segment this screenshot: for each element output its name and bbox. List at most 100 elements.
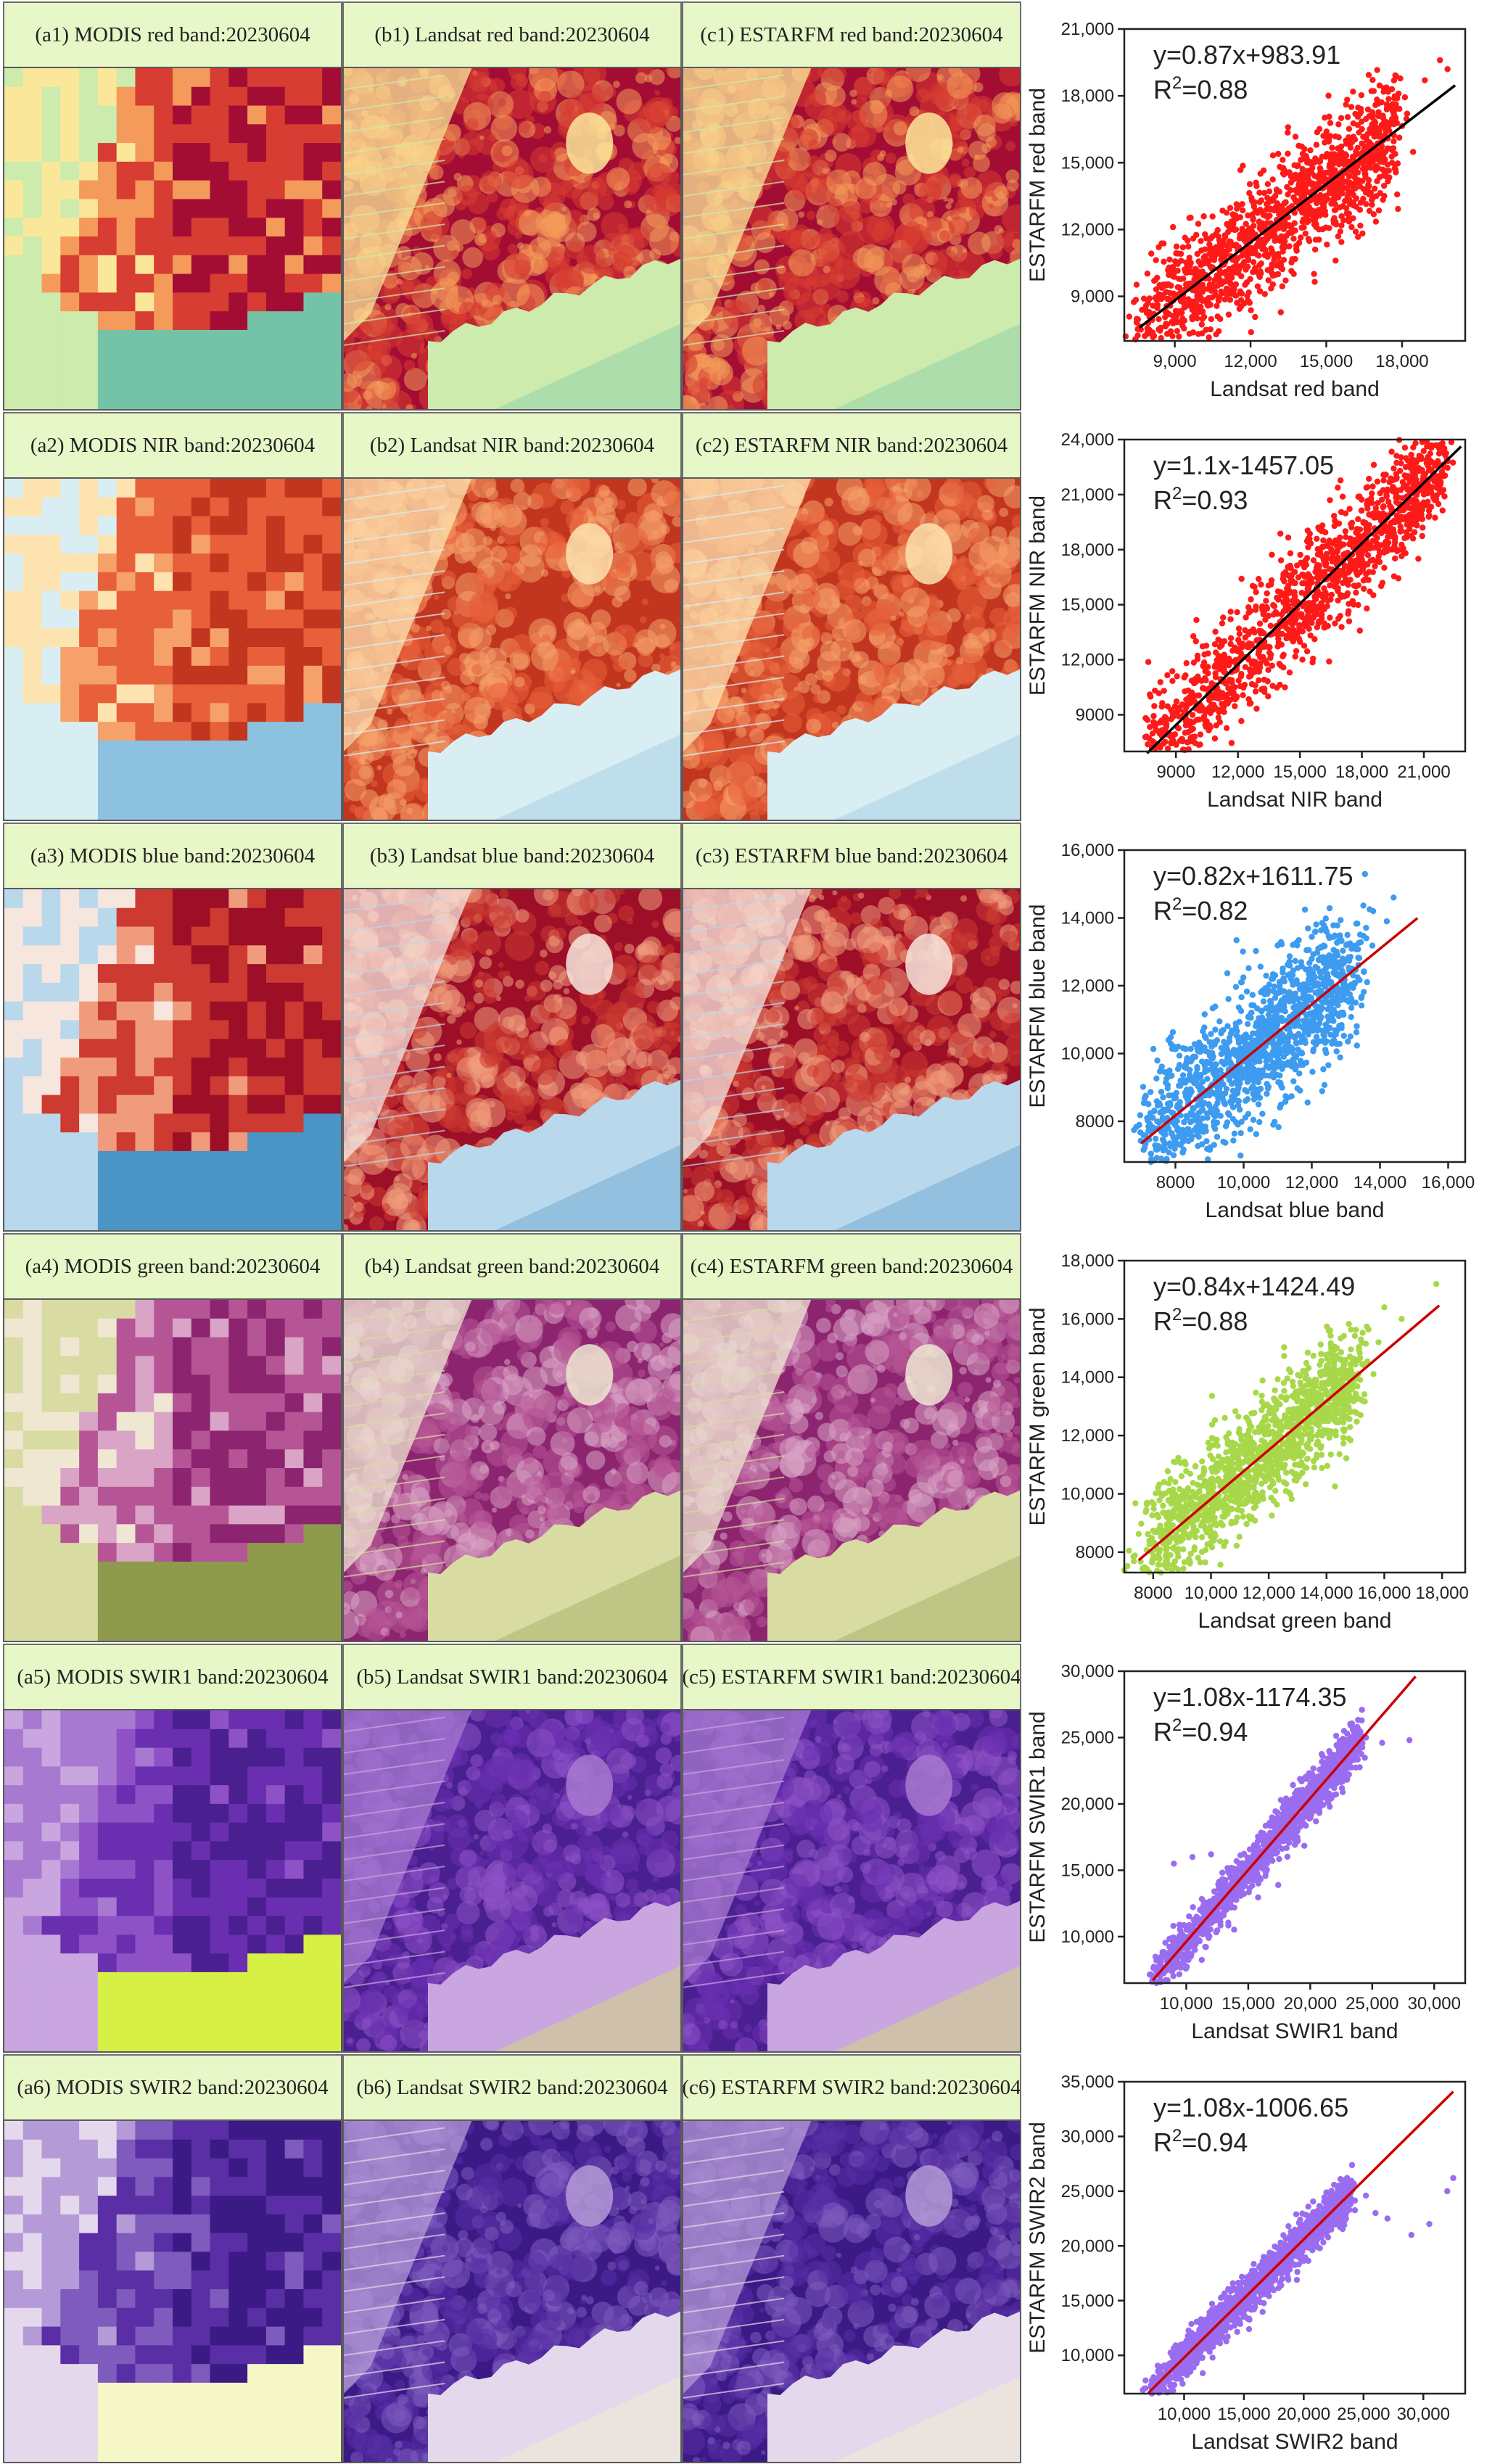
scatter-point bbox=[1252, 688, 1259, 695]
scatter-point bbox=[1314, 180, 1322, 187]
scatter-point bbox=[1317, 1013, 1324, 1021]
scatter-point bbox=[1402, 463, 1409, 471]
scatter-point bbox=[1385, 528, 1393, 535]
scatter-point bbox=[1340, 947, 1346, 954]
scatter-point bbox=[1252, 313, 1258, 321]
scatter-point bbox=[1351, 601, 1357, 608]
scatter-point bbox=[1313, 1034, 1320, 1040]
scatter-point bbox=[1153, 1075, 1160, 1082]
scatter-point bbox=[1278, 997, 1285, 1004]
scatter-point bbox=[1280, 651, 1287, 658]
scatter-point bbox=[1290, 620, 1296, 627]
scatter-point bbox=[1373, 193, 1380, 199]
scatter-point bbox=[1340, 1440, 1347, 1447]
scatter-point bbox=[1169, 677, 1176, 685]
scatter-point bbox=[1305, 236, 1312, 242]
scatter-point bbox=[1305, 173, 1311, 179]
scatter-point bbox=[1264, 1090, 1270, 1097]
scatter-point bbox=[1264, 194, 1271, 202]
scatter-point bbox=[1145, 741, 1151, 748]
scatter-point bbox=[1141, 1564, 1148, 1570]
scatter-point bbox=[1367, 588, 1373, 595]
scatter-point bbox=[1351, 979, 1358, 986]
scatter-point bbox=[1205, 1156, 1211, 1163]
scatter-point bbox=[1254, 252, 1261, 258]
scatter-point bbox=[1221, 1100, 1228, 1108]
scatter-point bbox=[1144, 1499, 1150, 1507]
scatter-point bbox=[1287, 179, 1295, 186]
scatter-point bbox=[1327, 614, 1333, 621]
scatter-point bbox=[1272, 1044, 1279, 1050]
scatter-point bbox=[1297, 1087, 1303, 1094]
scatter-point bbox=[1346, 601, 1352, 607]
scatter-point bbox=[1215, 297, 1222, 304]
scatter-point bbox=[1264, 678, 1271, 685]
scatter-point bbox=[1262, 617, 1269, 623]
scatter-point bbox=[1250, 1083, 1256, 1089]
scatter-point bbox=[1338, 938, 1345, 944]
scatter-point bbox=[1362, 189, 1369, 196]
y-tick-label: 15,000 bbox=[1061, 596, 1114, 615]
scatter-point bbox=[1297, 638, 1303, 646]
scatter-point bbox=[1255, 575, 1262, 582]
scatter-point bbox=[1288, 259, 1295, 266]
scatter-point bbox=[1253, 1019, 1260, 1026]
scatter-point bbox=[1153, 727, 1160, 734]
scatter-point bbox=[1251, 1094, 1258, 1100]
scatter-point bbox=[1257, 221, 1264, 228]
scatter-point bbox=[1281, 242, 1287, 248]
scatter-point bbox=[1201, 1047, 1208, 1053]
scatter-point bbox=[1191, 310, 1198, 318]
scatter-point bbox=[1288, 1496, 1295, 1503]
scatter-point bbox=[1393, 459, 1400, 466]
scatter-outlier bbox=[1441, 493, 1448, 500]
scatter-point bbox=[1261, 189, 1268, 197]
scatter-point bbox=[1198, 1058, 1206, 1065]
scatter-point bbox=[1253, 183, 1260, 189]
scatter-point bbox=[1238, 994, 1245, 1001]
scatter-point bbox=[1150, 712, 1157, 720]
panel-label-swir2-2: (c6) ESTARFM SWIR2 band:20230604 bbox=[682, 2054, 1021, 2121]
scatter-point bbox=[1319, 1088, 1326, 1095]
scatter-point bbox=[1375, 207, 1383, 214]
scatter-point bbox=[1166, 1092, 1172, 1099]
scatter-point bbox=[1283, 1480, 1290, 1487]
scatter-point bbox=[1253, 947, 1259, 955]
scatter-point bbox=[1161, 720, 1167, 726]
scatter-point bbox=[1388, 477, 1396, 484]
scatter-point bbox=[1390, 138, 1397, 144]
scatter-point bbox=[1430, 476, 1436, 482]
scatter-point bbox=[1369, 537, 1376, 544]
scatter-point bbox=[1182, 672, 1189, 679]
scatter-point bbox=[1132, 1552, 1138, 1559]
scatter-point bbox=[1208, 234, 1214, 242]
scatter-point bbox=[1223, 210, 1230, 216]
scatter-point bbox=[1299, 994, 1306, 1001]
scatter-point bbox=[1303, 187, 1309, 194]
scatter-point bbox=[1236, 1106, 1243, 1113]
scatter-point bbox=[1220, 1026, 1227, 1034]
scatter-point bbox=[1385, 539, 1392, 546]
scatter-point bbox=[1298, 224, 1305, 231]
scatter-point bbox=[1393, 474, 1400, 481]
scatter-point bbox=[1290, 271, 1297, 277]
scatter-point bbox=[1371, 118, 1378, 125]
scatter-point bbox=[1240, 684, 1247, 691]
scatter-point bbox=[1320, 592, 1327, 598]
scatter-point bbox=[1253, 705, 1260, 712]
scatter-point bbox=[1343, 178, 1349, 185]
fit-line bbox=[1140, 917, 1419, 1145]
scatter-point bbox=[1200, 662, 1206, 669]
scatter-point bbox=[1150, 1114, 1156, 1121]
scatter-outlier bbox=[1363, 935, 1369, 941]
scatter-point bbox=[1163, 289, 1170, 295]
scatter-point bbox=[1299, 656, 1306, 663]
scatter-point bbox=[1315, 945, 1322, 952]
scatter-point bbox=[1338, 1009, 1345, 1016]
scatter-point bbox=[1249, 245, 1256, 252]
scatter-point bbox=[1285, 1039, 1291, 1045]
scatter-point bbox=[1180, 1131, 1187, 1138]
scatter-point bbox=[1332, 257, 1339, 264]
scatter-point bbox=[1383, 492, 1390, 498]
x-tick-label: 15,000 bbox=[1300, 352, 1353, 371]
